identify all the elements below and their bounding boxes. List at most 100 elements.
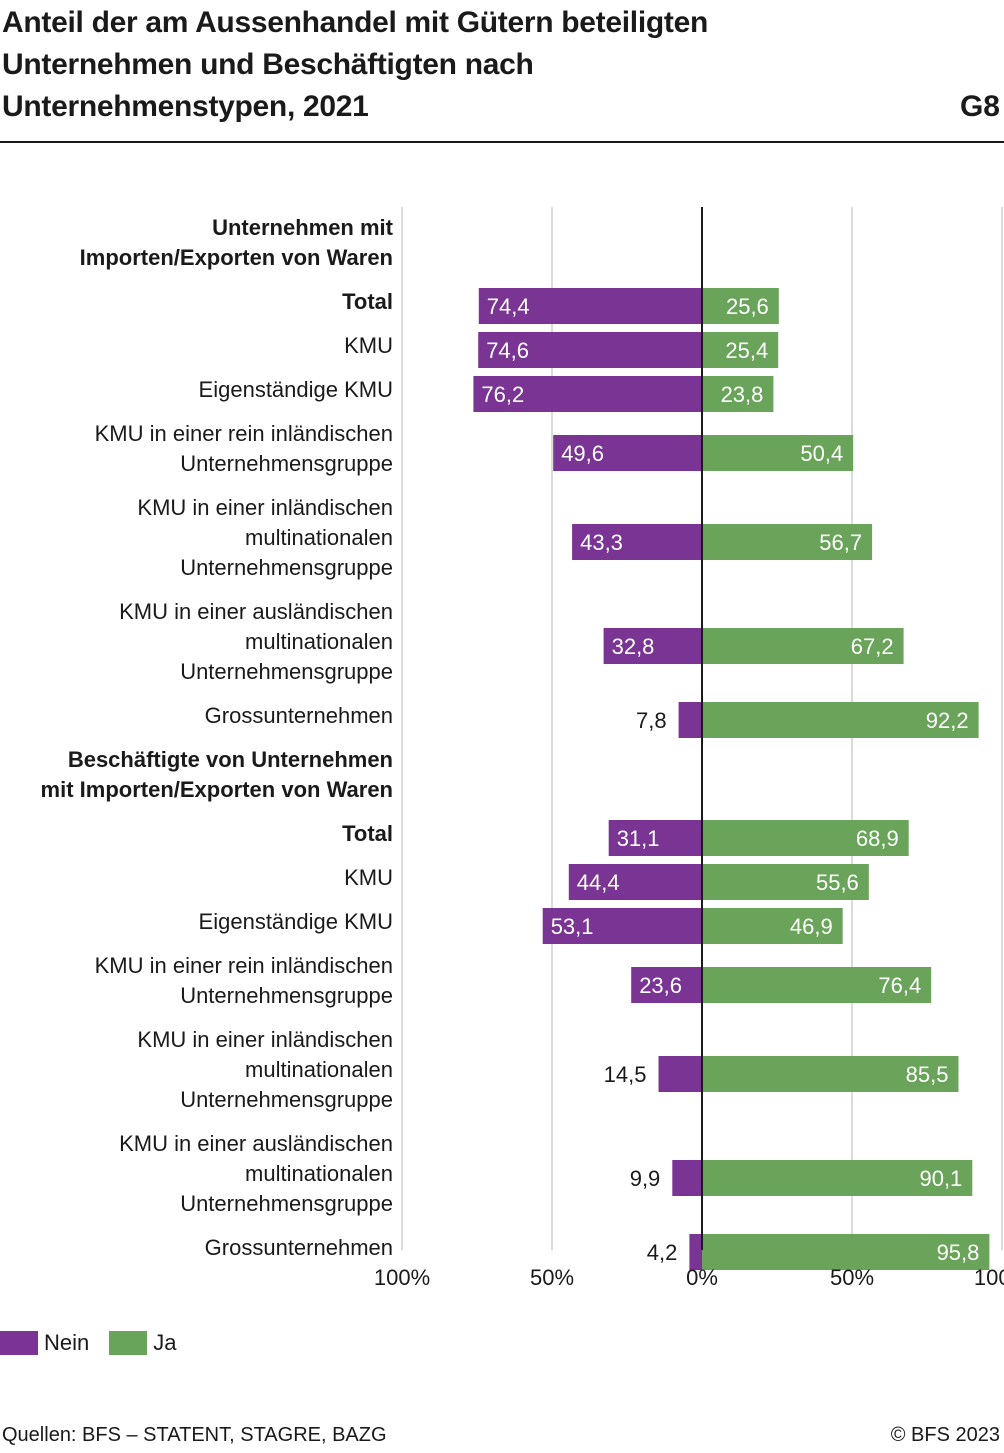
chart-title-line: Anteil der am Aussenhandel mit Gütern be… [2, 6, 708, 39]
value-label-ja: 56,7 [819, 530, 862, 555]
value-label-ja: 76,4 [878, 973, 921, 998]
value-label-ja: 25,6 [726, 294, 769, 319]
bar-ja [702, 288, 779, 324]
bar-nein [603, 628, 702, 664]
legend-item-nein: Nein [0, 1330, 89, 1356]
source-note: Quellen: BFS – STATENT, STAGRE, BAZG [2, 1424, 387, 1446]
value-label-nein: 32,8 [612, 634, 655, 659]
value-label-nein: 7,8 [636, 708, 667, 733]
copyright-note: © BFS 2023 [890, 1424, 1000, 1446]
category-label: multinationalen [245, 525, 393, 550]
category-label: Eigenständige KMU [199, 909, 393, 934]
value-label-ja: 67,2 [851, 634, 894, 659]
bar-ja [702, 1160, 973, 1196]
category-label: Unternehmensgruppe [180, 659, 393, 684]
category-label: multinationalen [245, 1161, 393, 1186]
bar-nein [572, 524, 702, 560]
value-label-ja: 68,9 [856, 826, 899, 851]
value-label-nein: 14,5 [604, 1062, 647, 1087]
category-label: KMU in einer ausländischen [119, 599, 393, 624]
category-label: KMU in einer inländischen [137, 495, 393, 520]
value-label-nein: 49,6 [561, 441, 604, 466]
value-label-nein: 76,2 [481, 382, 524, 407]
value-label-ja: 50,4 [800, 441, 843, 466]
graph-id: G8 [959, 90, 1000, 123]
bar-ja [702, 702, 979, 738]
bar-nein [658, 1056, 702, 1092]
category-label: Unternehmensgruppe [180, 983, 393, 1008]
bar-nein [631, 967, 702, 1003]
group-header: Importen/Exporten von Waren [80, 245, 393, 270]
bar-ja [702, 628, 904, 664]
category-label: Unternehmensgruppe [180, 1087, 393, 1112]
value-label-ja: 85,5 [906, 1062, 949, 1087]
chart-title-line: Unternehmenstypen, 2021 [2, 90, 369, 123]
value-label-nein: 23,6 [639, 973, 682, 998]
value-label-nein: 74,6 [486, 338, 529, 363]
value-label-ja: 92,2 [926, 708, 969, 733]
bar-ja [702, 820, 909, 856]
bar-ja [702, 435, 854, 471]
bar-ja [702, 376, 774, 412]
legend-swatch-ja [109, 1331, 148, 1355]
bar-nein [678, 702, 702, 738]
bar-ja [702, 1234, 990, 1270]
category-label: Unternehmensgruppe [180, 1191, 393, 1216]
x-tick-label: 50% [530, 1265, 574, 1290]
category-label: Total [342, 821, 393, 846]
value-label-ja: 23,8 [721, 382, 764, 407]
value-label-nein: 53,1 [551, 914, 594, 939]
value-label-nein: 9,9 [630, 1166, 661, 1191]
legend-label-ja: Ja [153, 1330, 177, 1355]
legend-item-ja: Ja [109, 1330, 177, 1356]
bar-nein [473, 376, 702, 412]
category-label: Unternehmensgruppe [180, 451, 393, 476]
legend-label-nein: Nein [44, 1330, 90, 1355]
category-label: multinationalen [245, 629, 393, 654]
bar-ja [702, 864, 869, 900]
value-label-ja: 95,8 [937, 1240, 980, 1265]
bar-ja [702, 332, 779, 368]
value-label-nein: 31,1 [617, 826, 660, 851]
chart-title: Anteil der am Aussenhandel mit Gütern be… [2, 2, 902, 128]
bar-nein [568, 864, 702, 900]
value-label-nein: 4,2 [647, 1240, 678, 1265]
category-label: KMU in einer inländischen [137, 1027, 393, 1052]
category-label: KMU [344, 865, 393, 890]
diverging-bar-chart: Unternehmen mit Importen/Exporten von War… [41, 207, 1004, 1290]
x-tick-label: 50% [830, 1265, 874, 1290]
category-label: KMU in einer ausländischen [119, 1131, 393, 1156]
bar-nein [553, 435, 702, 471]
value-label-ja: 46,9 [790, 914, 833, 939]
group-header: mit Importen/Exporten von Waren [41, 777, 393, 802]
x-tick-label: 0% [686, 1265, 718, 1290]
value-label-ja: 25,4 [725, 338, 768, 363]
bar-nein [689, 1234, 702, 1270]
bar-ja [702, 967, 932, 1003]
bar-nein [672, 1160, 702, 1196]
bar-nein [478, 288, 702, 324]
x-tick-label: 100% [974, 1265, 1004, 1290]
category-label: Eigenständige KMU [199, 377, 393, 402]
category-label: Total [342, 289, 393, 314]
bar-ja [702, 524, 873, 560]
bar-ja [702, 908, 843, 944]
bar-ja [702, 1056, 959, 1092]
bar-nein [542, 908, 702, 944]
group-header: Unternehmen mit [212, 215, 394, 240]
value-label-ja: 90,1 [919, 1166, 962, 1191]
value-label-nein: 44,4 [577, 870, 620, 895]
chart-title-line: Unternehmen und Beschäftigten nach [2, 48, 534, 81]
category-label: Grossunternehmen [205, 703, 393, 728]
value-label-nein: 74,4 [487, 294, 530, 319]
category-label: Unternehmensgruppe [180, 555, 393, 580]
category-label: KMU [344, 333, 393, 358]
category-label: multinationalen [245, 1057, 393, 1082]
x-tick-label: 100% [374, 1265, 430, 1290]
group-header: Beschäftigte von Unternehmen [68, 747, 393, 772]
legend: Nein Ja [0, 1328, 197, 1358]
category-label: KMU in einer rein inländischen [95, 953, 393, 978]
bar-nein [478, 332, 702, 368]
value-label-ja: 55,6 [816, 870, 859, 895]
category-label: KMU in einer rein inländischen [95, 421, 393, 446]
